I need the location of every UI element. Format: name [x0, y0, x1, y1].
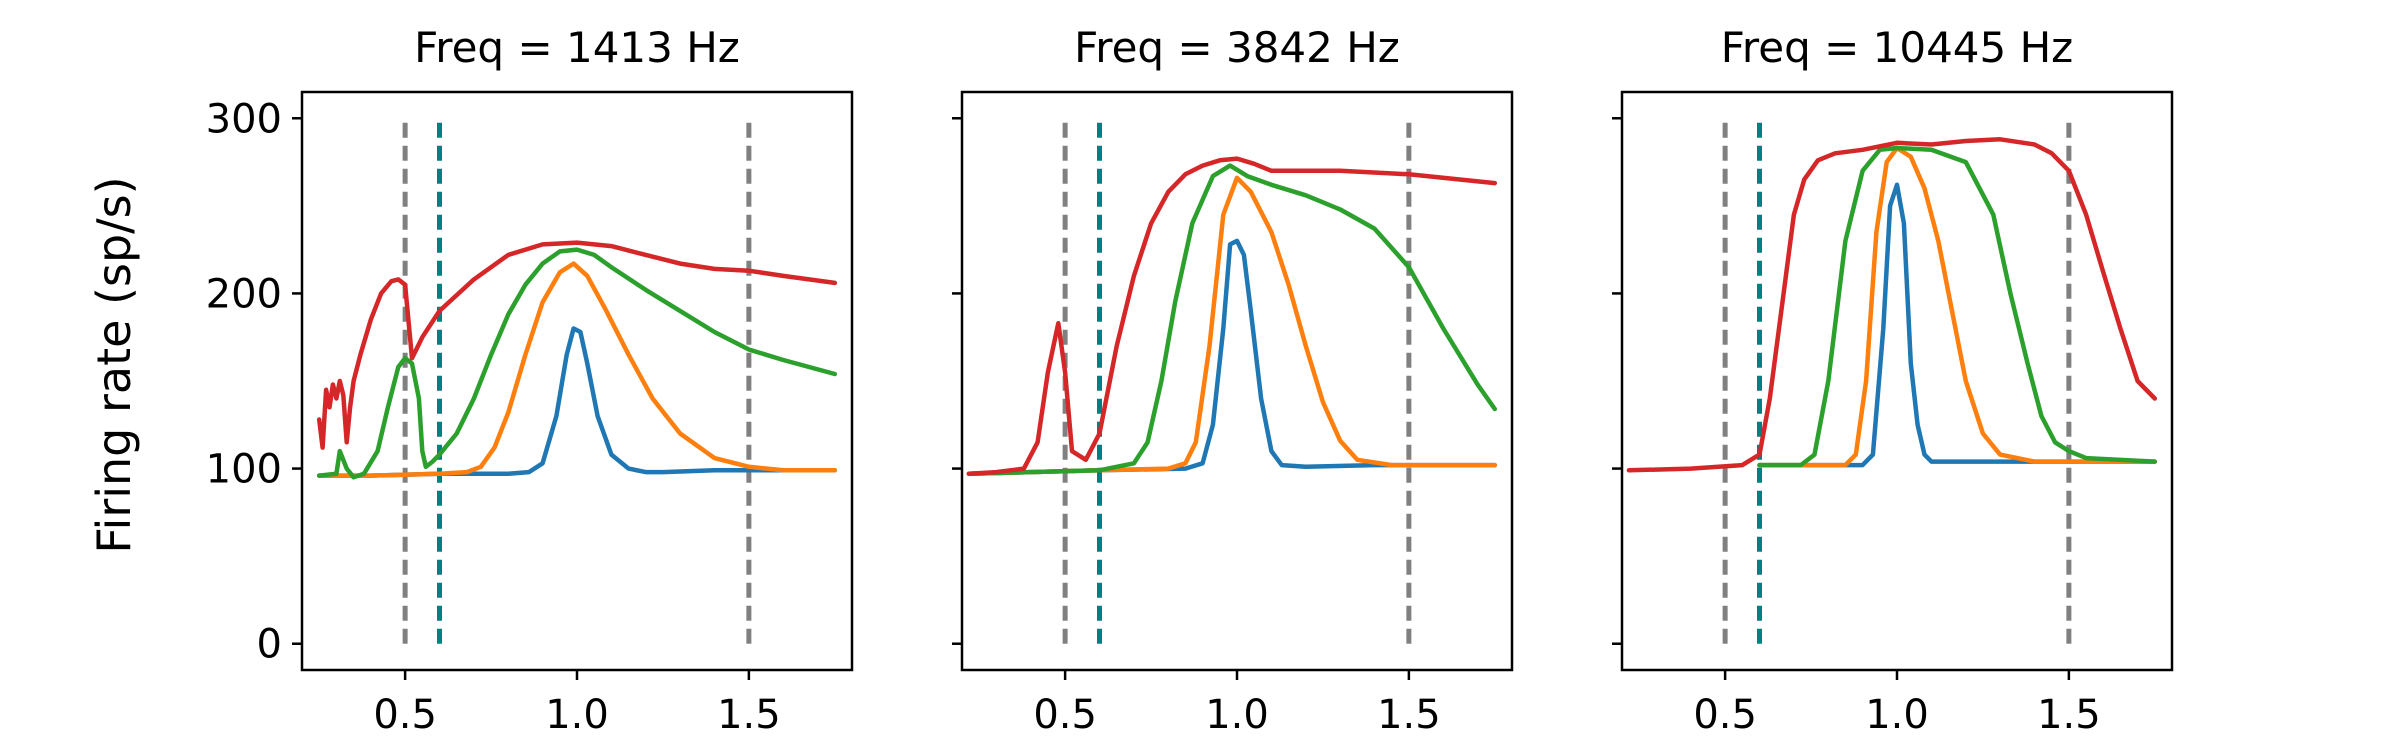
panel-2-xtick-label-1: 0.5 — [1033, 692, 1097, 738]
panel-1-series-blue — [316, 326, 838, 478]
panel-2-series-orange — [966, 175, 1498, 477]
ytick-label-4: 300 — [206, 96, 282, 142]
panel-3-series-green — [1757, 145, 2158, 468]
panel-3-xtick-label-3: 1.5 — [2037, 692, 2101, 738]
panel-2-xtick-label-3: 1.5 — [1377, 692, 1441, 738]
y-axis-label: Firing rate (sp/s) — [87, 176, 141, 553]
panel-2: Freq = 3842 Hz 0.5 1.0 1.5 — [952, 23, 1514, 738]
panel-1-series-red — [316, 240, 838, 450]
panel-3-series-blue — [1757, 182, 2158, 468]
panel-1-xtick-label-3: 1.5 — [717, 692, 781, 738]
panel-1-xtick-label-2: 1.0 — [545, 692, 609, 738]
panel-1-frame — [300, 90, 854, 672]
panel-3: Freq = 10445 Hz 0.5 1.0 1.5 — [1612, 23, 2174, 738]
panel-3-frame — [1620, 90, 2174, 672]
ytick-label-3: 200 — [206, 271, 282, 317]
panel-1-title: Freq = 1413 Hz — [414, 23, 740, 72]
panel-2-series-red — [966, 156, 1498, 477]
panel-1: Freq = 1413 Hz 0.5 1.0 1.5 0 100 200 300 — [206, 23, 854, 738]
panel-1-series-green — [316, 247, 838, 480]
panel-2-xtick-label-2: 1.0 — [1205, 692, 1269, 738]
panel-3-series-orange — [1757, 145, 2158, 468]
ytick-label-2: 100 — [206, 447, 282, 493]
ytick-label-1: 0 — [257, 622, 282, 668]
panel-2-title: Freq = 3842 Hz — [1074, 23, 1400, 72]
panel-3-xtick-label-2: 1.0 — [1865, 692, 1929, 738]
panel-3-series-red — [1626, 137, 2158, 473]
panel-1-series-orange — [316, 261, 838, 478]
panel-3-title: Freq = 10445 Hz — [1721, 23, 2073, 72]
panel-3-xtick-label-1: 0.5 — [1693, 692, 1757, 738]
panel-2-series-green — [966, 163, 1498, 477]
panel-2-series-blue — [966, 238, 1498, 477]
panel-1-xtick-label-1: 0.5 — [373, 692, 437, 738]
